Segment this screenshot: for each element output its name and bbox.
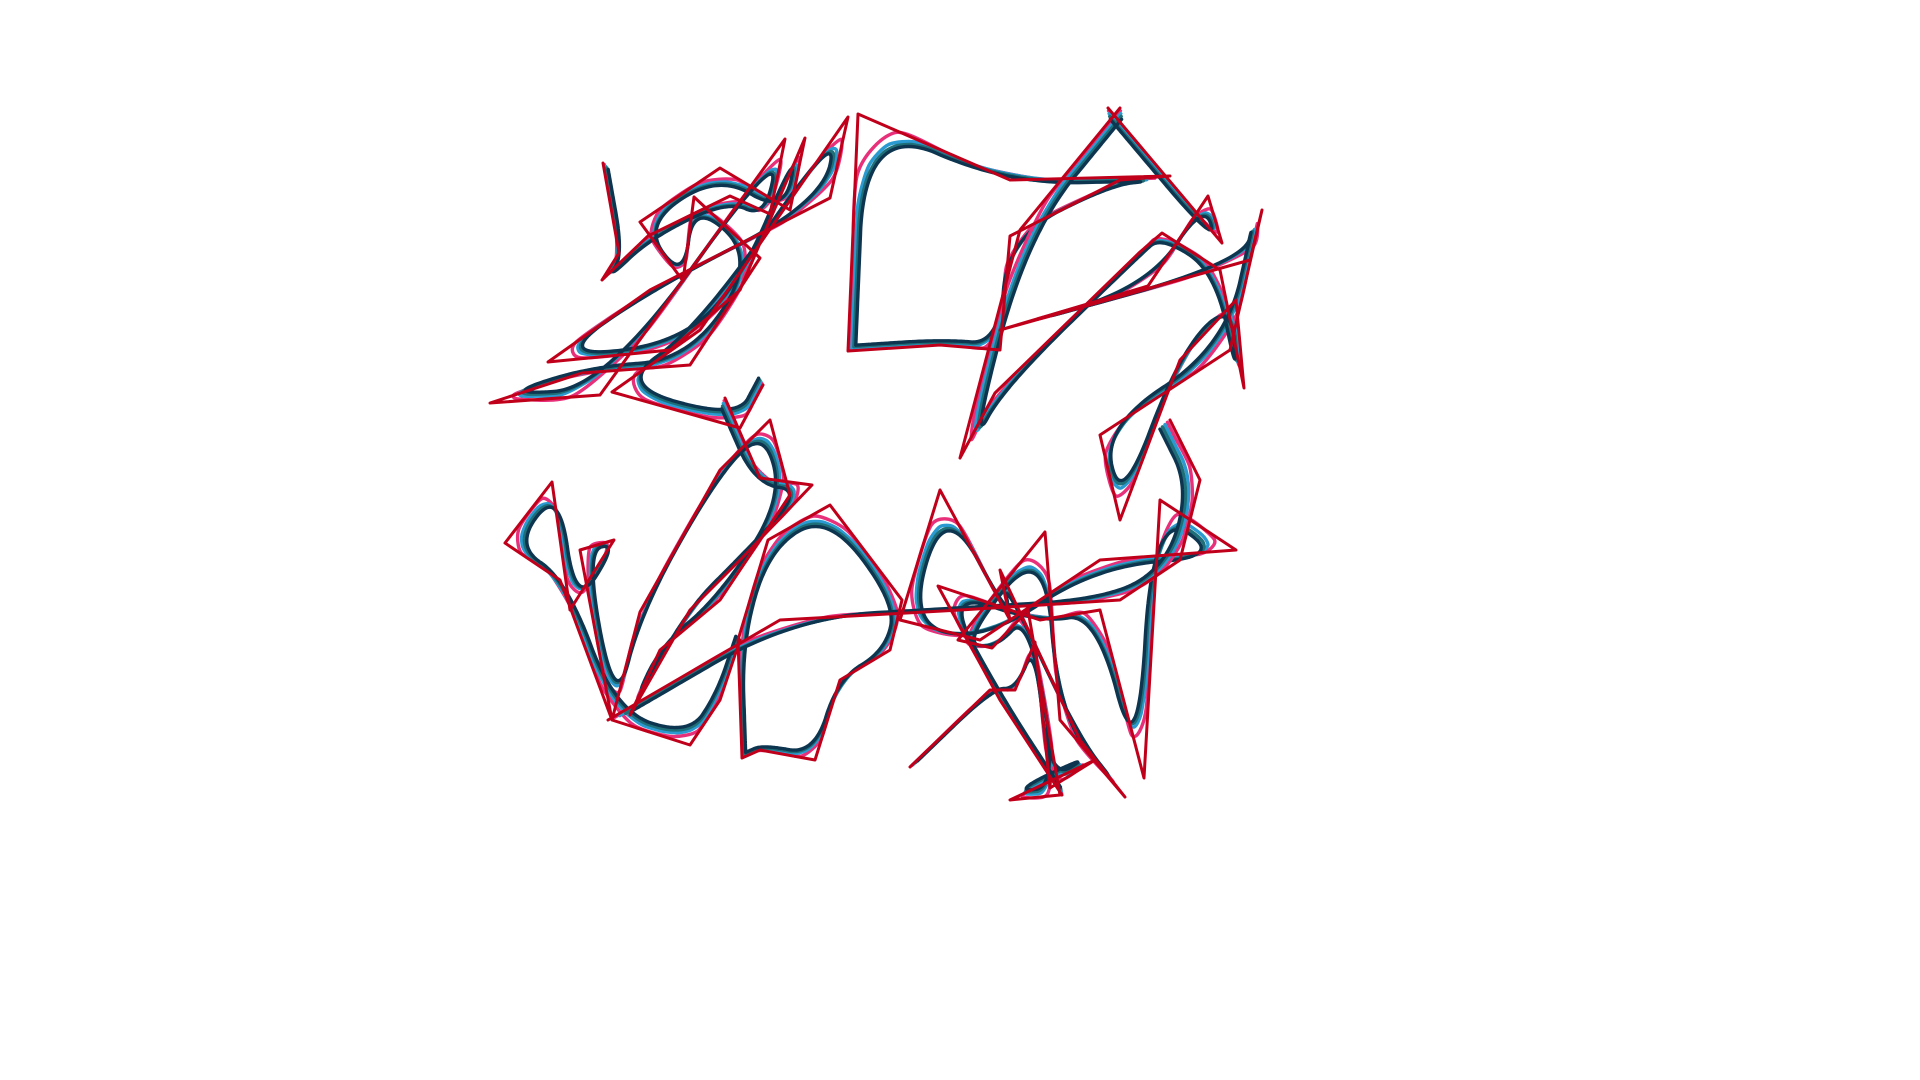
control-polygon-5 [736,503,904,762]
control-polygon-7 [606,418,1202,722]
curve-navy-2 [854,144,1143,347]
control-polygon-4 [503,396,814,747]
control-polygons [488,106,1264,802]
curve-navy-4 [525,407,792,730]
control-polygon-6 [898,488,1238,802]
curve-navy-7 [629,427,1185,713]
curve-navy-5 [741,524,893,755]
smoothed-curves [511,109,1260,800]
curve-navy-6 [915,527,1203,792]
control-polygon-2 [846,112,1172,353]
control-polygon-1 [488,115,850,430]
control-polygon-3 [958,106,1264,522]
curve-navy-3 [979,117,1253,483]
